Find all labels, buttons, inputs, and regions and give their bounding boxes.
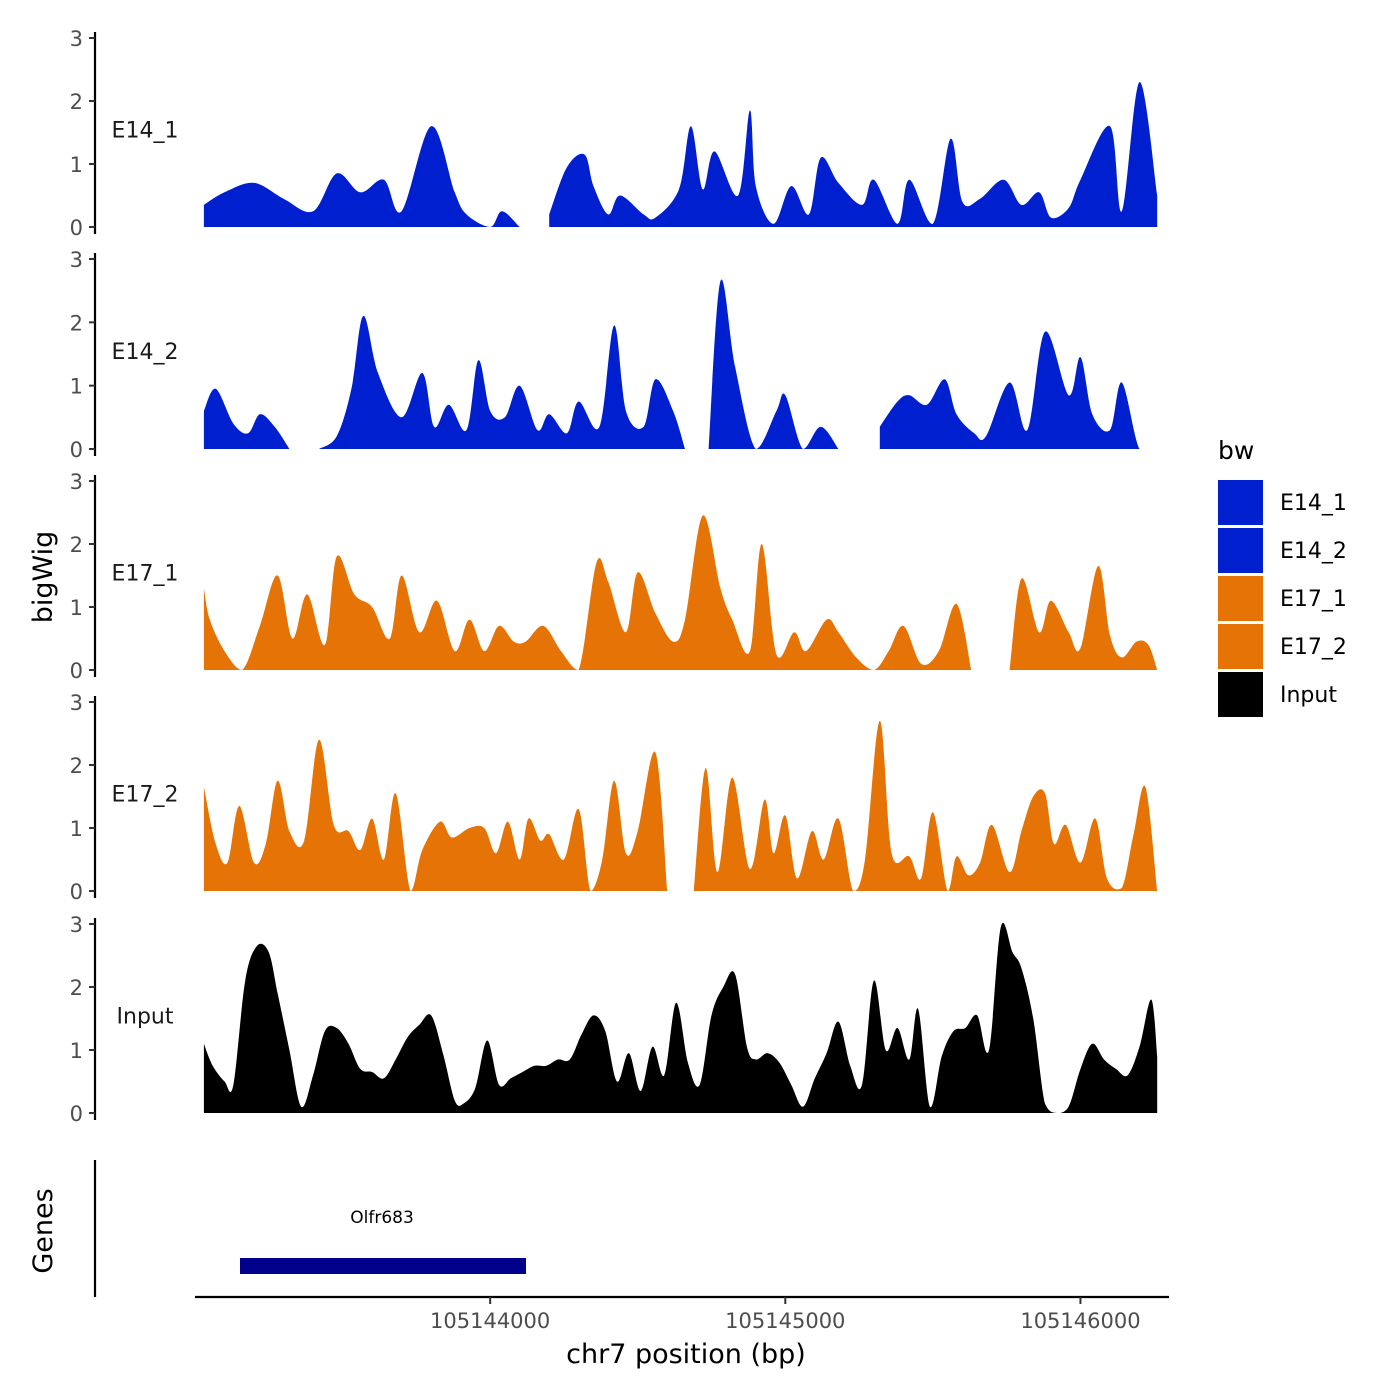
legend-label: E14_1 — [1280, 491, 1347, 516]
y-tick-label: 3 — [70, 913, 83, 937]
track-label: E14_2 — [112, 340, 179, 365]
legend-label: E17_1 — [1280, 587, 1347, 612]
y-tick-label: 3 — [70, 27, 83, 51]
track-e14-2: 0 1 2 3 E14_2 — [70, 248, 1158, 462]
genes-axis-title: Genes — [28, 1188, 59, 1273]
legend-swatch — [1218, 576, 1263, 621]
area-e14-2-segment-3 — [708, 279, 839, 449]
track-label: E14_1 — [112, 119, 179, 144]
track-e17-1: 0 1 2 3 E17_1 — [70, 470, 1158, 683]
legend-swatch — [1218, 624, 1263, 669]
y-tick-label: 0 — [70, 1102, 83, 1126]
x-tick-label: 105145000 — [725, 1309, 845, 1333]
y-tick-label: 1 — [70, 153, 83, 177]
legend-label: E17_2 — [1280, 635, 1347, 660]
legend-label: E14_2 — [1280, 539, 1347, 564]
y-tick-label: 3 — [70, 470, 83, 494]
y-tick-label: 0 — [70, 659, 83, 683]
legend: bw E14_1 E14_2 E17_1 E17_2 Input — [1218, 436, 1347, 717]
legend-label: Input — [1280, 683, 1337, 708]
y-tick-label: 1 — [70, 1039, 83, 1063]
track-e17-2: 0 1 2 3 E17_2 — [70, 691, 1158, 904]
y-tick-label: 0 — [70, 880, 83, 904]
y-tick-label: 1 — [70, 375, 83, 399]
legend-swatch — [1218, 480, 1263, 525]
tracks-layer: 0 1 2 3 E14_1 0 1 2 3 E14_2 0 1 2 3 E17_1 0 1 2 3 E17_2 0 1 2 3… — [70, 27, 1158, 1126]
legend-swatch — [1218, 672, 1263, 717]
x-axis-title: chr7 position (bp) — [566, 1339, 806, 1370]
y-tick-label: 1 — [70, 817, 83, 841]
area-e17-2-segment-2 — [693, 720, 1158, 891]
y-tick-label: 2 — [70, 90, 83, 114]
y-tick-label: 3 — [70, 691, 83, 715]
track-input: 0 1 2 3 Input — [70, 913, 1158, 1126]
area-e17-1-segment-1 — [203, 515, 972, 670]
area-e14-2-segment-1 — [203, 388, 290, 449]
legend-title: bw — [1218, 436, 1254, 465]
area-e14-2-segment-2 — [319, 315, 685, 449]
y-tick-label: 2 — [70, 533, 83, 557]
y-tick-label: 2 — [70, 754, 83, 778]
track-label: Input — [117, 1005, 174, 1030]
x-tick-label: 105146000 — [1020, 1309, 1140, 1333]
x-tick-label: 105144000 — [430, 1309, 550, 1333]
x-axis: 105144000 105145000 105146000 — [195, 1295, 1169, 1333]
area-e17-2-segment-1 — [203, 739, 668, 891]
y-tick-label: 0 — [70, 216, 83, 240]
area-input-segment-1 — [203, 922, 1158, 1113]
y-tick-label: 1 — [70, 596, 83, 620]
area-e14-2-segment-4 — [879, 331, 1158, 449]
gene-olfr683-label: Olfr683 — [350, 1208, 414, 1228]
track-label: E17_1 — [112, 562, 179, 587]
y-tick-label: 3 — [70, 248, 83, 272]
y-tick-label: 0 — [70, 438, 83, 462]
legend-swatch — [1218, 528, 1263, 573]
gene-olfr683-bar — [240, 1258, 526, 1274]
area-e17-1-segment-2 — [1009, 565, 1158, 670]
area-e14-1-segment-2 — [549, 82, 1158, 228]
area-e14-1-segment-1 — [203, 126, 520, 227]
y-axis-title: bigWig — [28, 531, 59, 624]
track-label: E17_2 — [112, 783, 179, 808]
y-tick-label: 2 — [70, 976, 83, 1000]
genes-layer: Olfr683 — [93, 1160, 526, 1297]
y-tick-label: 2 — [70, 311, 83, 335]
track-e14-1: 0 1 2 3 E14_1 — [70, 27, 1158, 240]
